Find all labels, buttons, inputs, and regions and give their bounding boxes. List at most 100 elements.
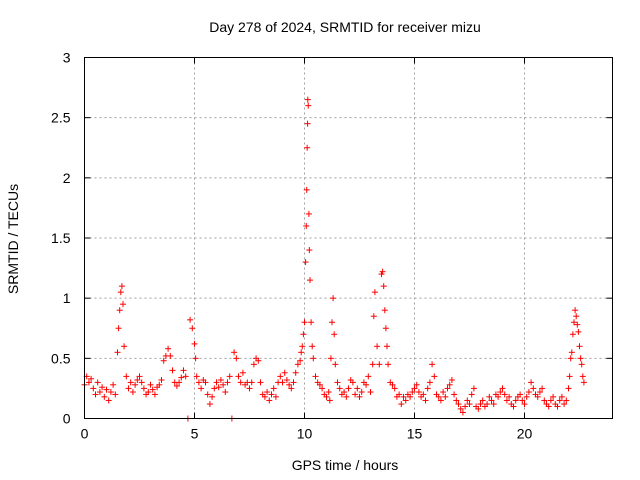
- data-point: [440, 389, 447, 396]
- data-point: [304, 144, 311, 151]
- grid-lines: [84, 57, 613, 419]
- data-point: [304, 96, 311, 103]
- data-point: [370, 313, 377, 320]
- data-point: [486, 393, 493, 400]
- data-point: [118, 283, 125, 290]
- data-point: [316, 381, 323, 388]
- data-point: [484, 401, 491, 408]
- data-point: [192, 355, 199, 362]
- x-axis-label: GPS time / hours: [292, 457, 399, 473]
- data-point: [94, 379, 101, 386]
- data-point: [217, 376, 224, 383]
- data-point: [312, 373, 319, 380]
- data-point: [536, 389, 543, 396]
- data-point: [165, 345, 172, 352]
- data-point: [561, 401, 568, 408]
- data-point: [209, 393, 216, 400]
- data-point: [178, 374, 185, 381]
- data-point: [92, 391, 99, 398]
- data-point: [195, 379, 202, 386]
- data-point: [431, 373, 438, 380]
- data-point: [211, 385, 218, 392]
- data-point: [400, 393, 407, 400]
- data-point: [556, 397, 563, 404]
- data-point: [563, 397, 570, 404]
- x-tick-label: 0: [81, 426, 89, 442]
- data-point: [466, 401, 473, 408]
- data-point: [88, 375, 95, 382]
- data-point: [341, 389, 348, 396]
- data-point: [488, 397, 495, 404]
- data-point: [334, 379, 341, 386]
- data-point: [575, 328, 582, 335]
- data-point: [411, 385, 418, 392]
- data-point: [226, 373, 233, 380]
- data-point: [310, 355, 317, 362]
- data-point: [129, 389, 136, 396]
- data-point: [448, 376, 455, 383]
- data-point: [305, 210, 312, 217]
- data-point: [379, 268, 386, 275]
- data-point: [304, 120, 311, 127]
- data-point: [233, 355, 240, 362]
- data-point: [132, 381, 139, 388]
- data-point: [151, 391, 158, 398]
- data-point: [125, 385, 132, 392]
- data-point: [301, 319, 308, 326]
- data-point: [566, 373, 573, 380]
- data-point: [455, 401, 462, 408]
- x-tick-label: 5: [191, 426, 199, 442]
- data-point: [336, 385, 343, 392]
- data-point: [103, 386, 110, 393]
- data-point: [294, 361, 301, 368]
- data-point: [475, 405, 482, 412]
- data-point: [116, 307, 123, 314]
- data-point: [371, 289, 378, 296]
- data-point: [530, 385, 537, 392]
- data-point: [215, 384, 222, 391]
- data-point: [381, 307, 388, 314]
- y-axis-label: SRMTID / TECUs: [5, 184, 21, 294]
- data-point: [503, 397, 510, 404]
- data-point: [281, 369, 288, 376]
- y-tick-label: 0: [63, 411, 71, 427]
- data-point: [567, 355, 574, 362]
- data-point: [329, 319, 335, 326]
- data-point: [325, 389, 332, 396]
- data-point: [330, 295, 337, 302]
- data-point: [534, 393, 541, 400]
- data-point: [279, 379, 286, 386]
- data-point: [409, 389, 416, 396]
- data-point: [213, 379, 220, 386]
- data-point: [539, 385, 546, 392]
- data-point: [512, 397, 519, 404]
- data-point: [398, 401, 405, 408]
- data-point: [576, 343, 583, 350]
- data-point: [367, 389, 374, 396]
- data-point: [380, 283, 387, 290]
- data-point: [457, 405, 464, 412]
- data-point: [490, 401, 497, 408]
- data-point: [580, 379, 587, 386]
- data-point: [389, 381, 396, 388]
- data-point: [495, 393, 502, 400]
- data-point: [435, 393, 442, 400]
- data-point: [345, 385, 352, 392]
- data-point: [303, 186, 310, 193]
- data-point: [250, 361, 257, 368]
- data-point: [558, 393, 565, 400]
- data-point: [158, 376, 165, 383]
- data-point: [358, 389, 365, 396]
- data-point: [343, 393, 350, 400]
- data-point: [352, 391, 359, 398]
- y-tick-label: 1: [63, 290, 71, 306]
- y-tick-label: 3: [63, 50, 71, 66]
- data-point: [286, 381, 293, 388]
- data-point: [356, 393, 363, 400]
- data-point: [573, 313, 580, 320]
- data-point: [365, 373, 372, 380]
- data-point: [187, 316, 194, 323]
- data-point: [272, 393, 279, 400]
